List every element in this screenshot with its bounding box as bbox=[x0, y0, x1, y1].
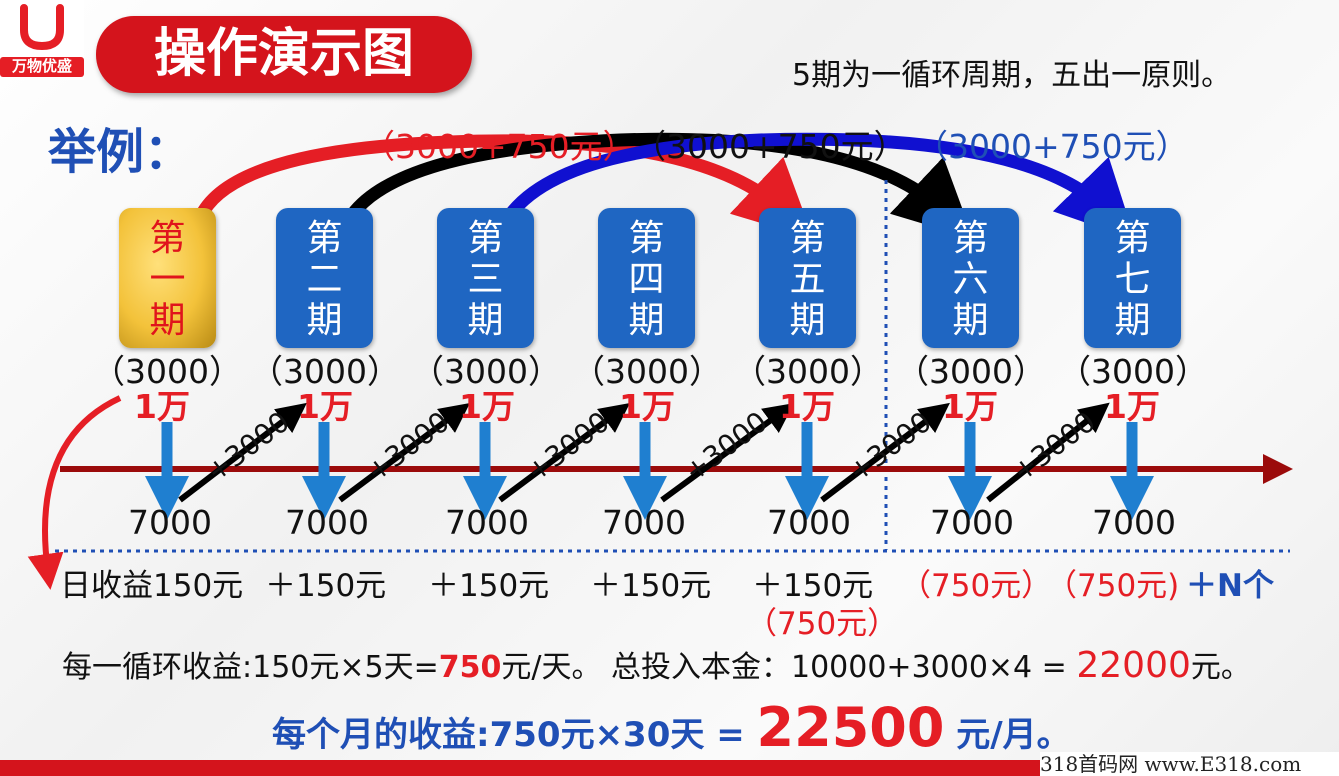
watermark: 318首码网 www.E318.com bbox=[1040, 752, 1339, 776]
logo-brand-text: 万物优盛 bbox=[0, 57, 84, 77]
period-label: 第一期 bbox=[149, 218, 186, 341]
remaining-5: 7000 bbox=[767, 503, 851, 542]
wan-label-5: 1万 bbox=[779, 387, 835, 426]
income-more: ＋N个 bbox=[1186, 568, 1274, 604]
summary1-a: 每一循环收益:150元×5天= bbox=[62, 650, 439, 685]
income-plus-5: ＋150元 bbox=[752, 568, 874, 604]
summary1-b: 750 bbox=[438, 650, 502, 685]
amount-2: （3000） bbox=[250, 352, 400, 391]
summary1-e: 元。 bbox=[1190, 650, 1251, 685]
income-plus-4: ＋150元 bbox=[590, 568, 712, 604]
period-label: 第三期 bbox=[467, 218, 504, 341]
amount-5: （3000） bbox=[733, 352, 883, 391]
income-fifth-extra: （750元） bbox=[746, 606, 899, 642]
arc-period1-to-5 bbox=[194, 134, 814, 239]
remaining-6: 7000 bbox=[930, 503, 1014, 542]
wan-label-1: 1万 bbox=[134, 387, 190, 426]
example-label: 举例： bbox=[48, 124, 193, 180]
logo-u-icon bbox=[20, 4, 64, 51]
arc-period3-to-7 bbox=[504, 132, 1136, 240]
period-box-1: 第一期 bbox=[119, 208, 216, 348]
bottom-strip bbox=[0, 760, 1339, 776]
arc-label-red: （3000+750元） bbox=[362, 127, 636, 166]
period-label: 第五期 bbox=[789, 218, 826, 341]
return-arrow bbox=[27, 395, 122, 590]
period-box-6: 第六期 bbox=[922, 208, 1019, 348]
cycle-rule-text: 5期为一循环周期，五出一原则。 bbox=[792, 58, 1232, 93]
remaining-4: 7000 bbox=[602, 503, 686, 542]
period-box-4: 第四期 bbox=[598, 208, 695, 348]
monthly-summary: 每个月的收益:750元×30天 = 22500 元/月。 bbox=[272, 696, 1071, 759]
period-label: 第七期 bbox=[1114, 218, 1151, 341]
remaining-2: 7000 bbox=[285, 503, 369, 542]
summary1-d: 22000 bbox=[1076, 645, 1191, 686]
arc-period2-to-6 bbox=[346, 132, 974, 239]
title-pill bbox=[96, 16, 472, 93]
remaining-1: 7000 bbox=[128, 503, 212, 542]
summary2-c: 元/月。 bbox=[944, 715, 1071, 755]
amount-4: （3000） bbox=[572, 352, 722, 391]
page-title: 操作演示图 bbox=[153, 24, 414, 84]
period-label: 第二期 bbox=[306, 218, 343, 341]
amount-1: （3000） bbox=[92, 352, 242, 391]
wan-label-2: 1万 bbox=[297, 387, 353, 426]
income-seventh: （750元) bbox=[1046, 568, 1180, 604]
remaining-3: 7000 bbox=[445, 503, 529, 542]
amount-3: （3000） bbox=[411, 352, 561, 391]
income-sixth: （750元） bbox=[900, 568, 1053, 604]
amount-7: （3000） bbox=[1058, 352, 1208, 391]
diagonal-arrows bbox=[178, 402, 1110, 503]
income-plus-2: ＋150元 bbox=[265, 568, 387, 604]
wan-label-6: 1万 bbox=[942, 387, 998, 426]
arc-label-blue: （3000+750元） bbox=[915, 127, 1189, 166]
wan-label-3: 1万 bbox=[459, 387, 515, 426]
down-arrows bbox=[145, 422, 1154, 520]
income-plus-3: ＋150元 bbox=[428, 568, 550, 604]
period-box-3: 第三期 bbox=[437, 208, 534, 348]
summary1-c: 元/天。 总投入本金：10000+3000×4 = bbox=[501, 650, 1077, 685]
wan-label-4: 1万 bbox=[619, 387, 675, 426]
amount-6: （3000） bbox=[896, 352, 1046, 391]
cycle-summary: 每一循环收益:150元×5天=750元/天。 总投入本金：10000+3000×… bbox=[62, 642, 1251, 686]
summary2-b: 22500 bbox=[756, 696, 945, 759]
period-label: 第四期 bbox=[628, 218, 665, 341]
remaining-7: 7000 bbox=[1092, 503, 1176, 542]
period-box-7: 第七期 bbox=[1084, 208, 1181, 348]
period-label: 第六期 bbox=[952, 218, 989, 341]
period-box-5: 第五期 bbox=[759, 208, 856, 348]
period-box-2: 第二期 bbox=[276, 208, 373, 348]
income-first: 日收益150元 bbox=[60, 568, 244, 604]
summary2-a: 每个月的收益:750元×30天 = bbox=[272, 715, 757, 755]
wan-label-7: 1万 bbox=[1104, 387, 1160, 426]
arc-label-black: （3000+750元） bbox=[633, 127, 907, 166]
